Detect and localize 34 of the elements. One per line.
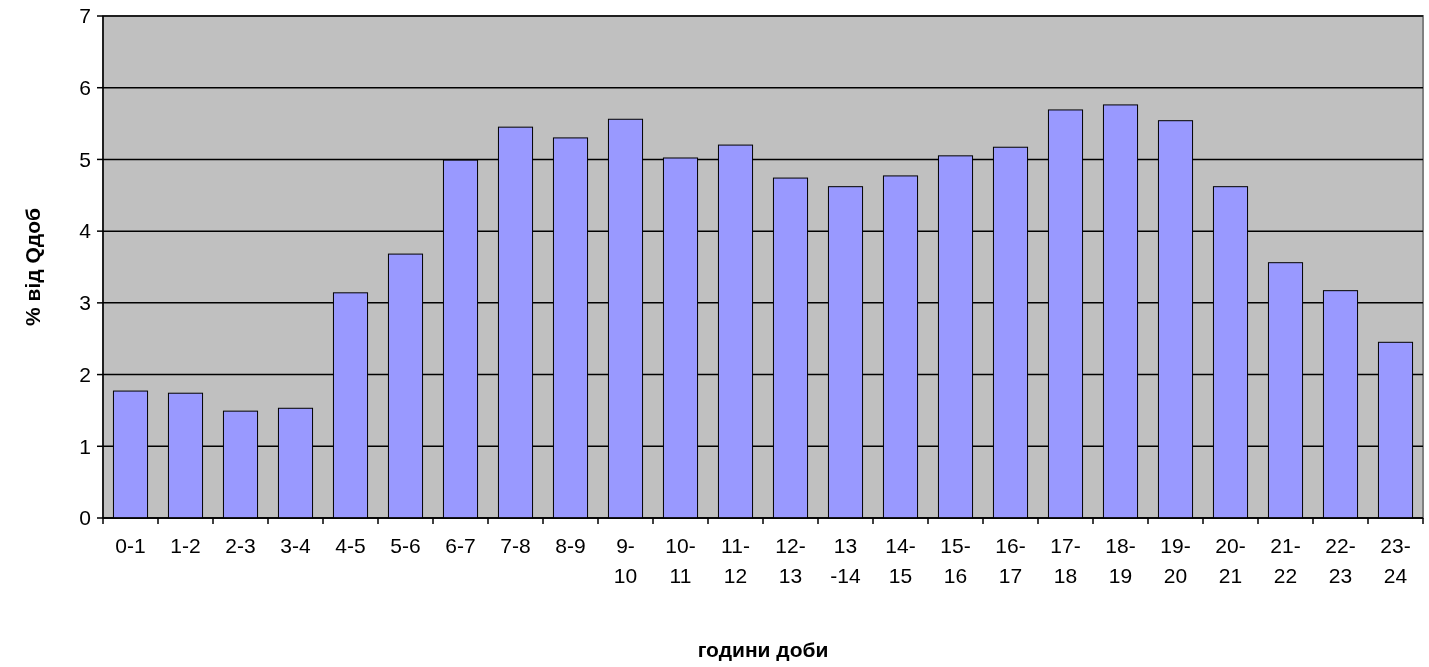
- x-tick-label: 7-8: [500, 534, 531, 557]
- x-tick-label: 14-15: [885, 534, 916, 587]
- x-tick-label: 4-5: [335, 534, 366, 557]
- x-tick-label: 10-11: [665, 534, 696, 587]
- x-axis-title: години доби: [697, 638, 829, 661]
- y-tick-label: 3: [79, 291, 91, 315]
- x-tick-label: 6-7: [445, 534, 476, 557]
- x-tick-label: 15-16: [940, 534, 971, 587]
- y-tick-label: 1: [79, 434, 91, 458]
- y-tick-label: 6: [79, 76, 91, 100]
- x-tick-label: 0-1: [115, 534, 146, 557]
- y-tick-label: 0: [79, 506, 91, 530]
- y-tick-label: 2: [79, 362, 91, 386]
- x-tick-label: 12-13: [775, 534, 806, 587]
- y-tick-label: 4: [79, 219, 92, 243]
- x-tick-label: 13 -14: [830, 534, 861, 587]
- x-tick-label: 9-10: [613, 534, 638, 587]
- x-tick-label: 20-21: [1215, 534, 1246, 587]
- y-axis-title: % від Qдоб: [21, 208, 44, 326]
- x-tick-label: 23-24: [1380, 534, 1411, 587]
- x-tick-label: 2-3: [225, 534, 256, 557]
- x-tick-label: 3-4: [280, 534, 311, 557]
- x-tick-label: 5-6: [390, 534, 421, 557]
- x-tick-label: 1-2: [170, 534, 201, 557]
- x-tick-label: 18-19: [1105, 534, 1136, 587]
- x-tick-label: 21-22: [1270, 534, 1301, 587]
- x-tick-label: 16-17: [995, 534, 1026, 587]
- x-tick-label: 17-18: [1050, 534, 1081, 587]
- x-tick-label: 8-9: [555, 534, 586, 557]
- x-tick-label: 22-23: [1325, 534, 1356, 587]
- y-tick-label: 5: [79, 147, 91, 171]
- x-tick-label: 11-12: [721, 534, 750, 587]
- x-tick-label: 19-20: [1160, 534, 1191, 587]
- y-tick-label: 7: [79, 4, 91, 28]
